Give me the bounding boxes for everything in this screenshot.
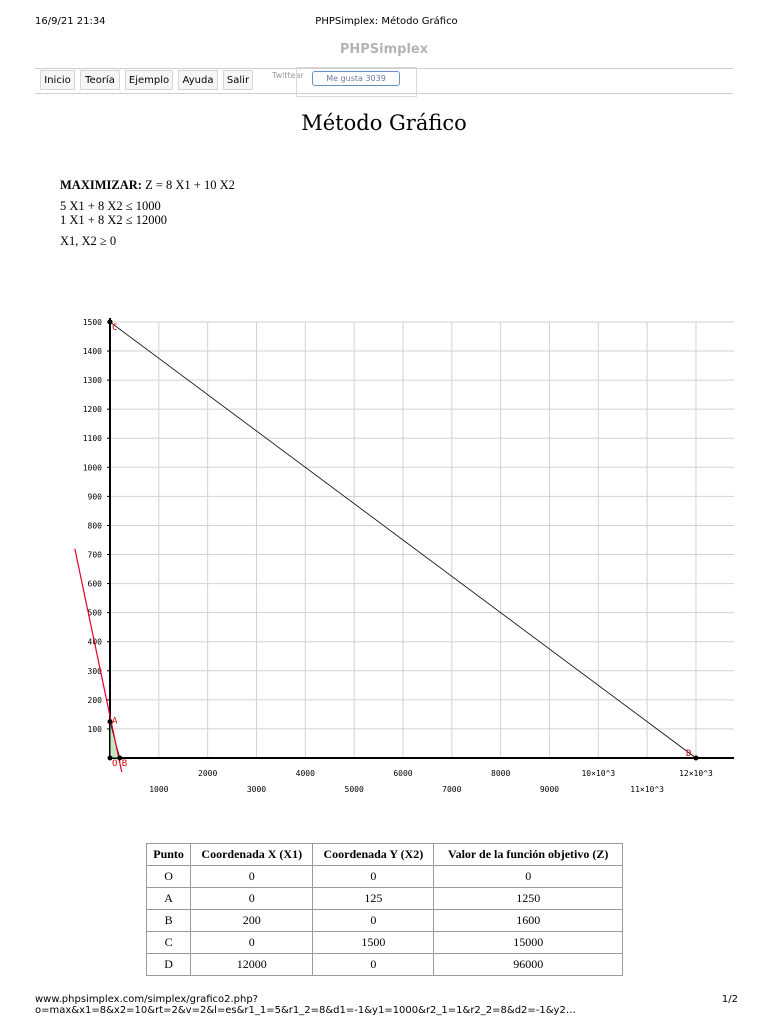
point-b bbox=[117, 755, 123, 761]
y-tick-label: 800 bbox=[88, 521, 103, 530]
x-tick-label: 9000 bbox=[540, 785, 559, 794]
nav-ejemplo-button[interactable]: Ejemplo bbox=[125, 70, 173, 90]
cell-y: 125 bbox=[312, 887, 435, 910]
table-header-row: Punto Coordenada X (X1) Coordenada Y (X2… bbox=[145, 843, 623, 866]
page-number: 1/2 bbox=[721, 994, 738, 1005]
cell-point: O bbox=[145, 865, 192, 888]
y-tick-label: 1100 bbox=[83, 434, 102, 443]
y-tick-label: 1400 bbox=[83, 347, 102, 356]
cell-z: 15000 bbox=[433, 931, 623, 954]
x-tick-label: 11×10^3 bbox=[630, 785, 664, 794]
x-tick-label: 3000 bbox=[247, 785, 266, 794]
point-label-o: O bbox=[112, 759, 117, 769]
cell-z: 1250 bbox=[433, 887, 623, 910]
site-brand[interactable]: PHPSimplex bbox=[339, 42, 429, 57]
table-row: D 12000 0 96000 bbox=[145, 953, 623, 976]
y-tick-label: 500 bbox=[88, 609, 103, 618]
y-tick-label: 900 bbox=[88, 492, 103, 501]
y-tick-label: 1300 bbox=[83, 376, 102, 385]
x-tick-label: 7000 bbox=[442, 785, 461, 794]
header-y: Coordenada Y (X2) bbox=[312, 843, 435, 866]
y-tick-label: 600 bbox=[88, 580, 103, 589]
x-tick-label: 10×10^3 bbox=[581, 769, 615, 778]
table-row: C 0 1500 15000 bbox=[145, 931, 623, 954]
nonnegativity: X1, X2 ≥ 0 bbox=[60, 234, 117, 248]
cell-z: 1600 bbox=[433, 909, 623, 932]
point-d bbox=[693, 755, 699, 761]
x-tick-label: 6000 bbox=[393, 769, 412, 778]
point-label-b: B bbox=[122, 759, 127, 769]
nav-bar: Inicio Teoría Ejemplo Ayuda Salir Twitte… bbox=[35, 67, 733, 97]
cell-y: 0 bbox=[312, 865, 435, 888]
cell-point: D bbox=[145, 953, 192, 976]
y-tick-label: 1000 bbox=[83, 463, 102, 472]
table-row: B 200 0 1600 bbox=[145, 909, 623, 932]
cell-x: 200 bbox=[190, 909, 314, 932]
header-z: Valor de la función objetivo (Z) bbox=[433, 843, 623, 866]
cell-x: 0 bbox=[190, 931, 314, 954]
cell-point: B bbox=[145, 909, 192, 932]
cell-x: 12000 bbox=[190, 953, 314, 976]
objective-label: MAXIMIZAR: bbox=[60, 178, 142, 192]
x-tick-label: 1000 bbox=[149, 785, 168, 794]
constraint-2: 1 X1 + 8 X2 ≤ 12000 bbox=[60, 213, 167, 227]
solution-table: Punto Coordenada X (X1) Coordenada Y (X2… bbox=[145, 843, 623, 976]
y-tick-label: 1500 bbox=[83, 318, 102, 327]
graphic-chart: 1002003004005006007008009001000110012001… bbox=[74, 317, 734, 794]
cell-x: 0 bbox=[190, 887, 314, 910]
nav-teoria-button[interactable]: Teoría bbox=[80, 70, 120, 90]
x-tick-label: 12×10^3 bbox=[679, 769, 713, 778]
tweet-button[interactable]: Twittear bbox=[272, 71, 304, 80]
nav-salir-button[interactable]: Salir bbox=[223, 70, 253, 90]
print-timestamp: 16/9/21 21:34 bbox=[35, 16, 106, 27]
point-o bbox=[107, 755, 113, 761]
cell-y: 0 bbox=[312, 953, 435, 976]
cell-z: 96000 bbox=[433, 953, 623, 976]
y-tick-label: 700 bbox=[88, 551, 103, 560]
print-title: PHPSimplex: Método Gráfico bbox=[315, 16, 458, 27]
x-tick-label: 2000 bbox=[198, 769, 217, 778]
y-tick-label: 200 bbox=[88, 696, 103, 705]
cell-point: A bbox=[145, 887, 192, 910]
objective-function-line bbox=[74, 548, 123, 773]
cell-point: C bbox=[145, 931, 192, 954]
x-tick-label: 8000 bbox=[491, 769, 510, 778]
constraint-1: 5 X1 + 8 X2 ≤ 1000 bbox=[60, 199, 161, 213]
cell-z: 0 bbox=[433, 865, 623, 888]
cell-x: 0 bbox=[190, 865, 314, 888]
feasible-region bbox=[110, 721, 120, 758]
point-label-a: A bbox=[112, 717, 118, 727]
objective-function: Z = 8 X1 + 10 X2 bbox=[145, 178, 235, 192]
point-label-d: D bbox=[686, 749, 691, 759]
y-tick-label: 1200 bbox=[83, 405, 102, 414]
cell-y: 0 bbox=[312, 909, 435, 932]
nav-ayuda-button[interactable]: Ayuda bbox=[178, 70, 218, 90]
print-header: 16/9/21 21:34 PHPSimplex: Método Gráfico bbox=[35, 16, 738, 30]
y-tick-label: 100 bbox=[88, 725, 103, 734]
cell-y: 1500 bbox=[312, 931, 435, 954]
header-punto: Punto bbox=[145, 843, 192, 866]
nav-inicio-button[interactable]: Inicio bbox=[40, 70, 75, 90]
point-a bbox=[107, 719, 113, 725]
x-tick-label: 5000 bbox=[345, 785, 364, 794]
page-title: Método Gráfico bbox=[301, 111, 467, 135]
point-c bbox=[107, 319, 113, 325]
table-row: A 0 125 1250 bbox=[145, 887, 623, 910]
like-widget: Me gusta 3039 bbox=[296, 67, 417, 97]
y-tick-label: 300 bbox=[88, 667, 103, 676]
table-row: O 0 0 0 bbox=[145, 865, 623, 888]
footer-url: www.phpsimplex.com/simplex/grafico2.php?… bbox=[35, 994, 576, 1016]
constraint-line-2 bbox=[109, 321, 697, 759]
like-button[interactable]: Me gusta 3039 bbox=[312, 71, 400, 86]
objective-line: MAXIMIZAR: Z = 8 X1 + 10 X2 bbox=[60, 178, 235, 193]
x-tick-label: 4000 bbox=[296, 769, 315, 778]
point-label-c: C bbox=[112, 323, 117, 333]
header-x: Coordenada X (X1) bbox=[190, 843, 314, 866]
